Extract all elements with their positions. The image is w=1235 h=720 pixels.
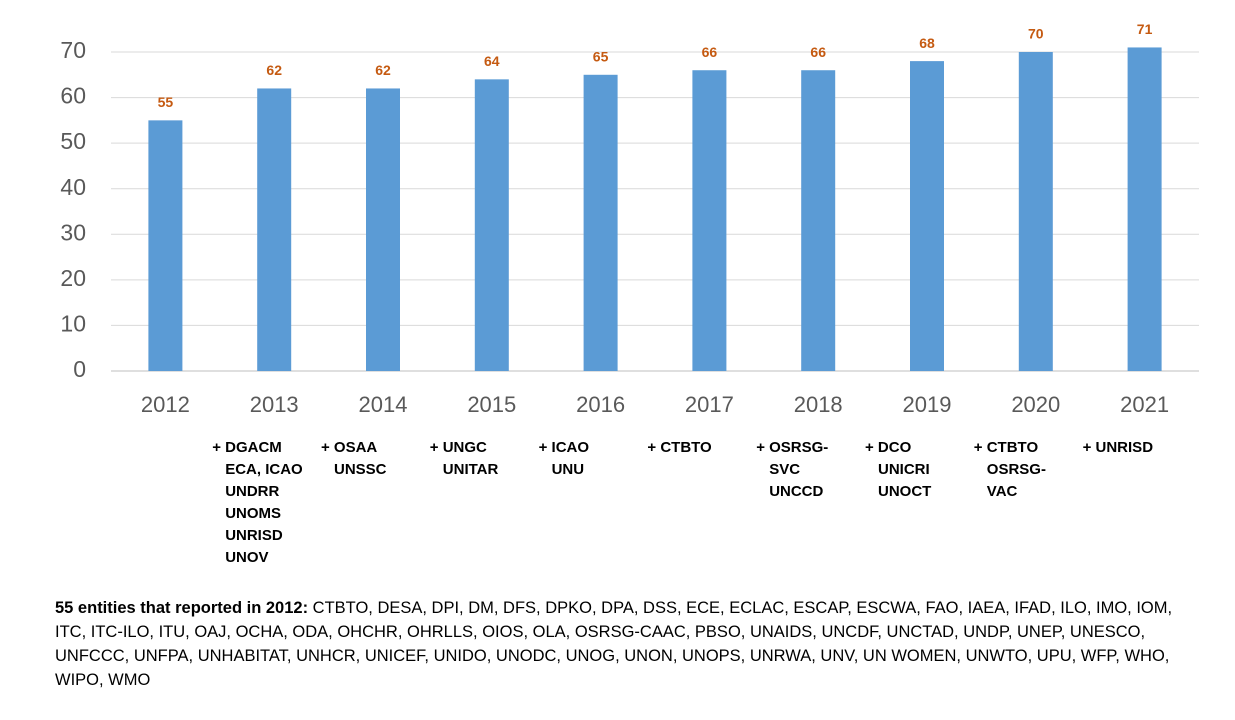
y-tick-label: 20 bbox=[60, 265, 86, 291]
addition-label: + CTBTO bbox=[974, 439, 1039, 456]
x-tick-label: 2017 bbox=[685, 392, 734, 417]
addition-label: UNCCD bbox=[769, 483, 823, 500]
addition-label: + DCO bbox=[865, 439, 912, 456]
value-label: 70 bbox=[1028, 26, 1044, 42]
bar bbox=[366, 88, 400, 371]
addition-label: + CTBTO bbox=[647, 439, 712, 456]
addition-label: VAC bbox=[987, 483, 1018, 500]
addition-label: ECA, ICAO bbox=[225, 461, 303, 478]
value-label: 66 bbox=[702, 44, 718, 60]
addition-label: OSRSG- bbox=[987, 461, 1046, 478]
addition-label: + UNRISD bbox=[1083, 439, 1154, 456]
bar bbox=[1127, 47, 1162, 371]
addition-label: + UNGC bbox=[430, 439, 487, 456]
addition-label: UNITAR bbox=[443, 461, 499, 478]
addition-label: + OSAA bbox=[321, 439, 377, 456]
addition-label: UNOCT bbox=[878, 483, 931, 500]
y-tick-label: 70 bbox=[60, 37, 86, 63]
y-tick-label: 10 bbox=[60, 311, 86, 337]
addition-label: UNICRI bbox=[878, 461, 930, 478]
addition-label: UNOV bbox=[225, 549, 268, 566]
y-tick-label: 60 bbox=[60, 83, 86, 109]
bar bbox=[474, 79, 509, 371]
addition-label: + DGACM bbox=[212, 439, 282, 456]
y-tick-label: 50 bbox=[60, 128, 86, 154]
y-tick-label: 30 bbox=[60, 219, 86, 245]
addition-label: + OSRSG- bbox=[756, 439, 828, 456]
addition-label: + ICAO bbox=[539, 439, 590, 456]
x-tick-label: 2014 bbox=[359, 392, 408, 417]
chart: 0 10 20 30 40 50 60 70 2012 55 2013 62 + DGACM ECA, I… bbox=[60, 21, 1199, 566]
bar bbox=[583, 74, 618, 372]
value-label: 55 bbox=[158, 94, 174, 110]
footnote-label: 55 entities that reported in 2012: bbox=[55, 599, 309, 617]
value-label: 62 bbox=[266, 62, 282, 78]
value-label: 64 bbox=[484, 53, 500, 69]
x-tick-label: 2013 bbox=[250, 392, 299, 417]
x-tick-label: 2019 bbox=[903, 392, 952, 417]
bar bbox=[801, 70, 836, 371]
addition-label: UNU bbox=[552, 461, 585, 478]
bar bbox=[148, 120, 183, 371]
x-tick-label: 2018 bbox=[794, 392, 843, 417]
footnote-text: CTBTO, DESA, DPI, DM, DFS, DPKO, DPA, DS… bbox=[55, 599, 1173, 689]
footnote: 55 entities that reported in 2012: CTBTO… bbox=[55, 596, 1195, 692]
bar bbox=[1018, 52, 1053, 371]
value-label: 65 bbox=[593, 48, 609, 64]
y-tick-label: 0 bbox=[73, 356, 86, 382]
x-tick-label: 2020 bbox=[1011, 392, 1060, 417]
value-label: 71 bbox=[1137, 21, 1153, 37]
addition-label: SVC bbox=[769, 461, 800, 478]
addition-label: UNOMS bbox=[225, 505, 281, 522]
x-tick-label: 2012 bbox=[141, 392, 190, 417]
bar bbox=[692, 70, 727, 371]
bar bbox=[910, 61, 944, 371]
addition-label: UNSSC bbox=[334, 461, 387, 478]
value-label: 68 bbox=[919, 35, 935, 51]
addition-label: UNRISD bbox=[225, 527, 283, 544]
value-label: 66 bbox=[810, 44, 826, 60]
x-tick-label: 2021 bbox=[1120, 392, 1169, 417]
x-tick-label: 2016 bbox=[576, 392, 625, 417]
x-tick-label: 2015 bbox=[467, 392, 516, 417]
value-label: 62 bbox=[375, 62, 391, 78]
bar bbox=[257, 88, 292, 371]
addition-label: UNDRR bbox=[225, 483, 279, 500]
y-tick-label: 40 bbox=[60, 174, 86, 200]
